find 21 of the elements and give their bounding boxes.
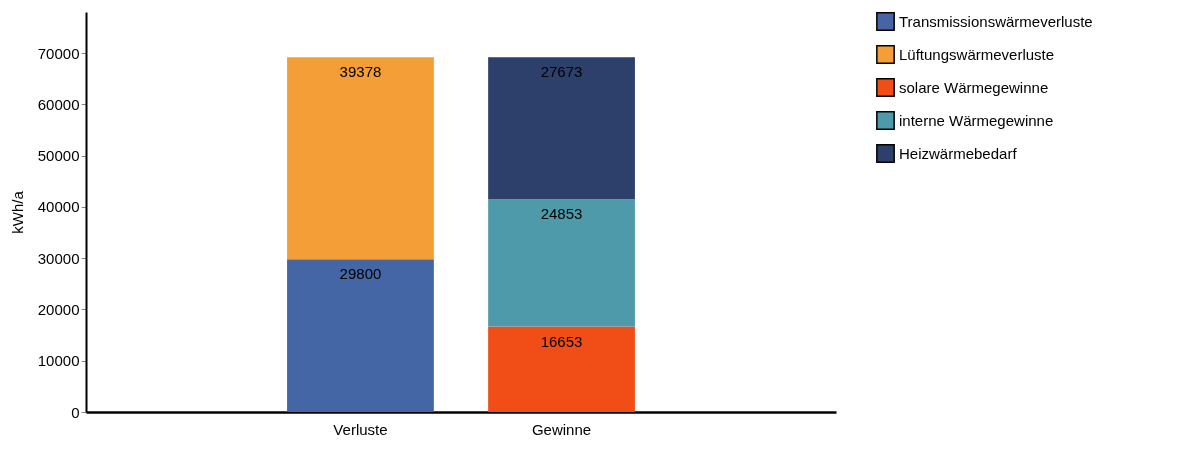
y-tick-label: 0 [71, 403, 80, 421]
y-tick-label: 30000 [37, 249, 80, 267]
y-tick-label: 20000 [37, 300, 80, 318]
y-tick-label: 10000 [37, 352, 80, 370]
legend-label: Transmissionswärmeverluste [899, 12, 1093, 30]
data-label: 24853 [540, 205, 583, 223]
y-tick-label: 70000 [37, 44, 80, 62]
y-tick-label: 40000 [37, 198, 80, 216]
data-label: 39378 [339, 63, 382, 81]
legend-label: interne Wärmegewinne [899, 111, 1054, 129]
y-tick-label: 50000 [37, 147, 80, 165]
legend-label: Heizwärmebedarf [899, 144, 1018, 162]
legend-label: Lüftungswärmeverluste [899, 45, 1055, 63]
data-label: 29800 [339, 265, 382, 283]
y-axis-title: kWh/a [8, 190, 26, 234]
x-tick-label: Verluste [333, 420, 388, 438]
data-label: 27673 [540, 63, 583, 81]
data-label: 16653 [540, 332, 583, 350]
y-tick-label: 60000 [37, 95, 80, 113]
legend-label: solare Wärmegewinne [899, 78, 1049, 96]
x-tick-label: Gewinne [531, 420, 592, 438]
